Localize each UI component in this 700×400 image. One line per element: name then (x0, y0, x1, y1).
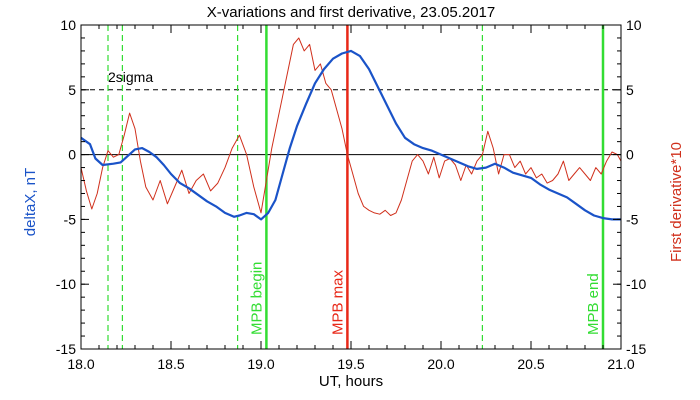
y2-tick-label: 0 (626, 147, 634, 163)
vline-label: MPB begin (248, 262, 265, 335)
x-tick-label: 20.0 (427, 356, 454, 372)
vline-label: MPB end (585, 273, 602, 335)
y2-tick-label: -10 (626, 276, 646, 292)
y-axis-title-left: deltaX, nT (22, 168, 39, 236)
y-tick-label: -5 (64, 211, 77, 227)
plot-area: 2sigma MPB begin MPB max MPB end 18.0 18.5 19.… (56, 17, 647, 372)
x-tick-label: 18.5 (157, 356, 184, 372)
x-tick-label: 18.0 (67, 356, 94, 372)
x-axis-title: UT, hours (319, 373, 383, 390)
deltax-line (80, 49, 621, 221)
x-tick-label: 20.5 (517, 356, 544, 372)
x-tick-label: 19.0 (247, 356, 274, 372)
threshold-label: 2sigma (108, 69, 153, 85)
y-axis-title-right: First derivative*10 (668, 142, 685, 262)
y2-tick-label: 10 (626, 17, 642, 33)
y-tick-label: -10 (56, 276, 76, 292)
y-tick-label: 10 (60, 17, 76, 33)
derivative-line (80, 37, 622, 216)
chart-title: X-variations and first derivative, 23.05… (207, 4, 496, 21)
y-tick-label: 5 (68, 82, 76, 98)
x-tick-label: 19.5 (337, 356, 364, 372)
vline-label: MPB max (329, 269, 346, 335)
y-tick-label: -15 (56, 341, 76, 357)
x-tick-label: 21.0 (607, 356, 634, 372)
y2-tick-label: 5 (626, 82, 634, 98)
y-tick-label: 0 (68, 147, 76, 163)
y2-tick-label: -15 (626, 341, 646, 357)
y2-tick-label: -5 (626, 211, 639, 227)
